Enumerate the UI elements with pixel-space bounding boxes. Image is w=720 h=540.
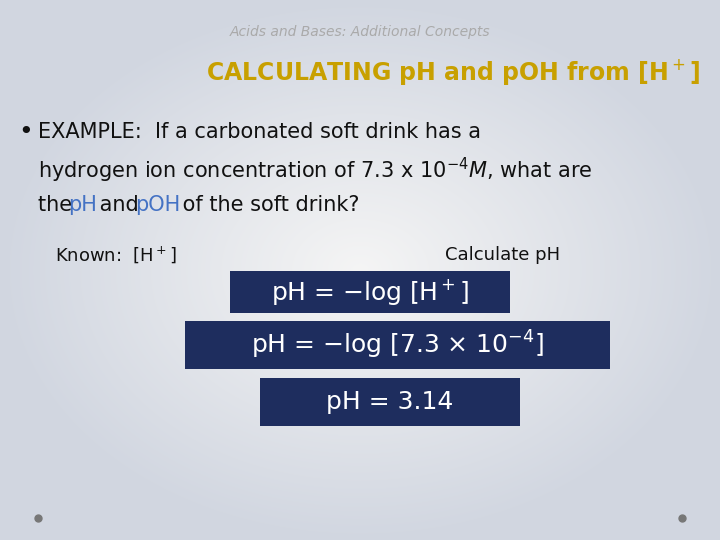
Bar [230,271,510,313]
Bar [185,321,610,369]
Text: hydrogen ion concentration of 7.3 x 10$^{-4}$$\mathit{M}$, what are: hydrogen ion concentration of 7.3 x 10$^… [38,156,593,185]
Text: pH = 3.14: pH = 3.14 [326,390,454,414]
Text: and: and [93,195,145,215]
Text: of the soft drink?: of the soft drink? [176,195,359,215]
Text: EXAMPLE:  If a carbonated soft drink has a: EXAMPLE: If a carbonated soft drink has … [38,122,481,142]
Text: CALCULATING pH and pOH from [H$^+$]: CALCULATING pH and pOH from [H$^+$] [206,57,700,87]
Text: Calculate pH: Calculate pH [445,246,560,264]
Text: Known:  [H$^+$]: Known: [H$^+$] [55,245,176,266]
Text: pH = $-$log [7.3 $\times$ 10$^{-4}$]: pH = $-$log [7.3 $\times$ 10$^{-4}$] [251,329,544,361]
Text: pOH: pOH [135,195,180,215]
Text: Acids and Bases: Additional Concepts: Acids and Bases: Additional Concepts [230,25,490,39]
Text: the: the [38,195,78,215]
Text: •: • [18,120,32,144]
Text: pH: pH [68,195,97,215]
Bar [260,378,520,426]
Text: pH = $-$log [H$^+$]: pH = $-$log [H$^+$] [271,277,469,307]
